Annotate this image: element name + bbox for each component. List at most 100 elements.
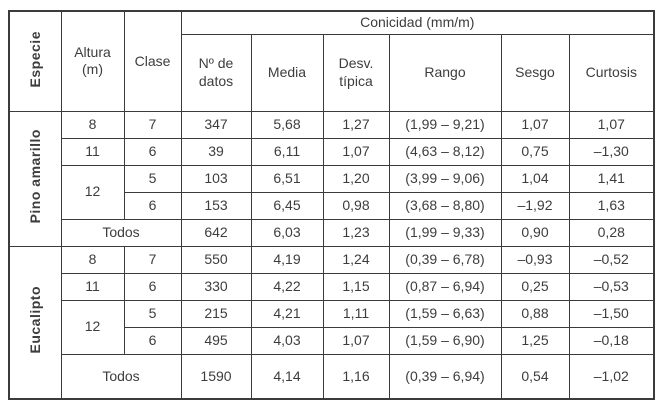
cell-clase: 6 xyxy=(123,326,182,355)
cell-clase: 5 xyxy=(123,164,182,193)
cell-media: 4,22 xyxy=(250,272,324,301)
cell-curtosis: –0,18 xyxy=(568,326,655,355)
cell-n-datos: 495 xyxy=(180,326,252,355)
species-cell-eucalipto: Eucalipto xyxy=(8,245,62,400)
table-row: Pino amarillo 8 7 347 5,68 1,27 (1,99 – … xyxy=(8,110,655,247)
cell-curtosis: 1,07 xyxy=(568,110,655,139)
header-altura: Altura (m) xyxy=(60,10,125,112)
cell-desv: 1,27 xyxy=(322,110,390,139)
header-n-datos: Nº de datos xyxy=(180,33,252,112)
cell-altura: 8 xyxy=(60,110,125,139)
species-label-eucalipto: Eucalipto xyxy=(26,286,43,354)
header-rango: Rango xyxy=(388,33,502,112)
header-especie-label: Especie xyxy=(26,30,43,88)
table-row: 11 6 330 4,22 1,15 (0,87 – 6,94) 0,25 –0… xyxy=(9,272,655,301)
cell-clase: 5 xyxy=(123,299,182,328)
cell-clase: 6 xyxy=(123,272,182,301)
cell-rango: (3,68 – 8,80) xyxy=(388,191,502,220)
cell-n-datos: 215 xyxy=(180,299,252,328)
cell-sesgo: 0,90 xyxy=(500,218,570,247)
cell-media: 4,19 xyxy=(250,245,324,274)
species-label-pino-amarillo: Pino amarillo xyxy=(26,129,43,224)
header-row-top: Especie Altura (m) Clase Conicidad (mm/m… xyxy=(8,10,655,112)
cell-rango: (1,99 – 9,21) xyxy=(388,110,502,139)
cell-rango: (0,39 – 6,94) xyxy=(388,353,502,400)
table-row-todos: Todos 1590 4,14 1,16 (0,39 – 6,94) 0,54 … xyxy=(9,353,655,400)
cell-media: 4,14 xyxy=(250,353,324,400)
cell-media: 6,45 xyxy=(250,191,324,220)
cell-desv: 1,15 xyxy=(322,272,390,301)
cell-rango: (1,59 – 6,90) xyxy=(388,326,502,355)
table-row: 11 6 39 6,11 1,07 (4,63 – 8,12) 0,75 –1,… xyxy=(9,137,655,166)
statistics-table: Especie Altura (m) Clase Conicidad (mm/m… xyxy=(8,10,656,400)
header-row-sub: Nº de datos Media Desv. típica Rango Ses… xyxy=(9,33,655,112)
cell-altura: 11 xyxy=(60,137,125,166)
cell-media: 4,03 xyxy=(250,326,324,355)
cell-rango: (0,39 – 6,78) xyxy=(388,245,502,274)
cell-curtosis: –0,52 xyxy=(568,245,655,274)
table-row-todos: Todos 642 6,03 1,23 (1,99 – 9,33) 0,90 0… xyxy=(9,218,655,247)
cell-desv: 1,11 xyxy=(322,299,390,328)
cell-clase: 7 xyxy=(123,110,182,139)
cell-n-datos: 103 xyxy=(180,164,252,193)
cell-sesgo: –0,93 xyxy=(500,245,570,274)
header-sesgo: Sesgo xyxy=(500,33,570,112)
cell-desv: 1,07 xyxy=(322,326,390,355)
cell-altura: 12 xyxy=(60,299,125,355)
cell-rango: (4,63 – 8,12) xyxy=(388,137,502,166)
table-row: 12 5 215 4,21 1,11 (1,59 – 6,63) 0,88 –1… xyxy=(9,299,655,355)
cell-sesgo: 0,25 xyxy=(500,272,570,301)
cell-media: 6,11 xyxy=(250,137,324,166)
cell-sesgo: 0,75 xyxy=(500,137,570,166)
species-cell-pino-amarillo: Pino amarillo xyxy=(8,110,62,247)
table-row: 12 5 103 6,51 1,20 (3,99 – 9,06) 1,04 1,… xyxy=(9,164,655,220)
cell-n-datos: 642 xyxy=(180,218,252,247)
cell-media: 6,51 xyxy=(250,164,324,193)
cell-curtosis: 1,41 xyxy=(568,164,655,193)
cell-desv: 1,20 xyxy=(322,164,390,193)
cell-desv: 1,24 xyxy=(322,245,390,274)
cell-sesgo: 0,88 xyxy=(500,299,570,328)
cell-desv: 1,23 xyxy=(322,218,390,247)
cell-sesgo: 1,07 xyxy=(500,110,570,139)
cell-sesgo: 1,04 xyxy=(500,164,570,193)
cell-sesgo: –1,92 xyxy=(500,191,570,220)
header-desv-tipica: Desv. típica xyxy=(322,33,390,112)
cell-n-datos: 1590 xyxy=(180,353,252,400)
cell-altura: 11 xyxy=(60,272,125,301)
cell-n-datos: 330 xyxy=(180,272,252,301)
header-curtosis: Curtosis xyxy=(568,33,655,112)
header-clase: Clase xyxy=(123,10,182,112)
cell-clase: 7 xyxy=(123,245,182,274)
cell-curtosis: 1,63 xyxy=(568,191,655,220)
header-conicidad: Conicidad (mm/m) xyxy=(180,10,655,35)
todos-label: Todos xyxy=(60,353,182,400)
cell-sesgo: 1,25 xyxy=(500,326,570,355)
cell-curtosis: 0,28 xyxy=(568,218,655,247)
cell-desv: 0,98 xyxy=(322,191,390,220)
cell-curtosis: –1,30 xyxy=(568,137,655,166)
cell-altura: 8 xyxy=(60,245,125,274)
cell-curtosis: –0,53 xyxy=(568,272,655,301)
cell-curtosis: –1,50 xyxy=(568,299,655,328)
cell-rango: (0,87 – 6,94) xyxy=(388,272,502,301)
table-row: Eucalipto 8 7 550 4,19 1,24 (0,39 – 6,78… xyxy=(8,245,655,400)
cell-media: 6,03 xyxy=(250,218,324,247)
cell-desv: 1,16 xyxy=(322,353,390,400)
cell-desv: 1,07 xyxy=(322,137,390,166)
cell-rango: (1,99 – 9,33) xyxy=(388,218,502,247)
cell-rango: (3,99 – 9,06) xyxy=(388,164,502,193)
cell-altura: 12 xyxy=(60,164,125,220)
cell-sesgo: 0,54 xyxy=(500,353,570,400)
cell-rango: (1,59 – 6,63) xyxy=(388,299,502,328)
header-media: Media xyxy=(250,33,324,112)
table-row: 6 495 4,03 1,07 (1,59 – 6,90) 1,25 –0,18 xyxy=(9,326,655,355)
cell-media: 5,68 xyxy=(250,110,324,139)
cell-n-datos: 347 xyxy=(180,110,252,139)
todos-label: Todos xyxy=(60,218,182,247)
cell-clase: 6 xyxy=(123,137,182,166)
header-especie: Especie xyxy=(8,10,62,112)
cell-n-datos: 153 xyxy=(180,191,252,220)
cell-n-datos: 39 xyxy=(180,137,252,166)
